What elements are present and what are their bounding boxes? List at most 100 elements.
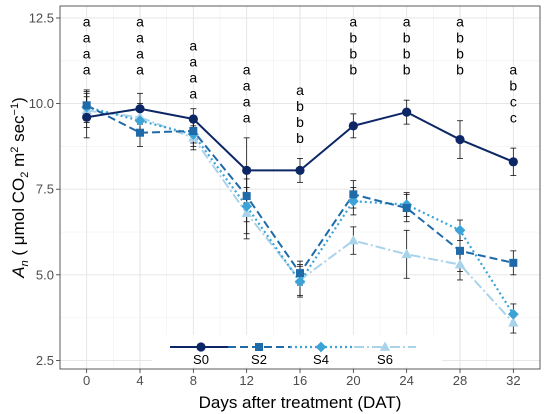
x-tick-label: 4 xyxy=(136,373,143,388)
significance-letter: a xyxy=(83,30,91,46)
data-point xyxy=(348,235,359,245)
significance-letter: b xyxy=(296,98,304,114)
data-point xyxy=(189,126,198,135)
y-label-unit: sec xyxy=(9,115,28,147)
y-label-superscript: −1 xyxy=(9,103,21,116)
data-point xyxy=(82,112,92,122)
data-point xyxy=(507,308,519,320)
y-label-subscript: n xyxy=(19,260,31,266)
significance-letter: a xyxy=(456,14,464,30)
significance-letter: a xyxy=(189,86,197,102)
y-tick-label: 10.0 xyxy=(29,96,54,111)
significance-letter: b xyxy=(349,62,357,78)
data-point xyxy=(402,204,411,213)
data-point xyxy=(508,157,518,167)
legend-label: S4 xyxy=(313,352,329,367)
data-point xyxy=(402,107,412,117)
y-axis-ticks: 2.5 5.0 7.5 10.0 12.5 xyxy=(29,10,60,368)
significance-letter: a xyxy=(243,93,251,109)
x-axis-label: Days after treatment (DAT) xyxy=(199,393,402,412)
significance-letter: a xyxy=(403,14,411,30)
significance-letter: a xyxy=(243,61,251,77)
x-tick-label: 8 xyxy=(190,373,197,388)
x-tick-label: 0 xyxy=(83,373,90,388)
significance-letter: b xyxy=(456,46,464,62)
y-label-unit: m xyxy=(9,153,28,172)
data-point xyxy=(454,224,466,236)
significance-letter: b xyxy=(296,114,304,130)
legend: S0 S2 S4 S6 xyxy=(152,335,442,367)
legend-marker xyxy=(315,341,327,353)
y-label-subscript: 2 xyxy=(19,172,31,178)
y-tick-label: 5.0 xyxy=(36,267,54,282)
x-tick-label: 16 xyxy=(293,373,307,388)
significance-letter: b xyxy=(456,30,464,46)
significance-letter: a xyxy=(189,70,197,86)
data-point xyxy=(82,101,91,110)
significance-letter: a xyxy=(83,46,91,62)
legend-label: S0 xyxy=(193,352,209,367)
significance-letter: b xyxy=(403,30,411,46)
gridlines xyxy=(60,6,540,369)
significance-letter: a xyxy=(136,30,144,46)
data-point xyxy=(241,200,253,212)
y-tick-label: 7.5 xyxy=(36,182,54,197)
y-label-superscript: 2 xyxy=(9,147,21,153)
data-point xyxy=(347,195,359,207)
data-point xyxy=(508,317,519,327)
significance-letter: a xyxy=(189,54,197,70)
legend-label: S6 xyxy=(377,352,393,367)
y-tick-label: 2.5 xyxy=(36,353,54,368)
data-point xyxy=(456,246,464,255)
significance-letter: a xyxy=(349,14,357,30)
significance-letter: b xyxy=(403,62,411,78)
data-point xyxy=(242,192,251,201)
data-point xyxy=(294,276,306,288)
y-tick-label: 12.5 xyxy=(29,10,54,25)
x-tick-label: 32 xyxy=(506,373,520,388)
data-point xyxy=(241,207,252,217)
data-point xyxy=(136,128,144,137)
x-tick-label: 28 xyxy=(453,373,467,388)
data-point xyxy=(509,258,518,267)
x-axis-ticks: 0 4 8 12 16 20 24 28 32 xyxy=(83,369,521,388)
markers-s0 xyxy=(82,104,518,175)
y-label-unit: ( μmol CO xyxy=(9,178,28,261)
significance-letter: b xyxy=(403,46,411,62)
data-point xyxy=(348,121,358,131)
x-tick-label: 12 xyxy=(239,373,253,388)
legend-item-s4: S4 xyxy=(290,341,352,367)
data-point xyxy=(454,259,466,269)
significance-letter: b xyxy=(349,46,357,62)
significance-letter: a xyxy=(509,61,517,77)
y-label-symbol: A xyxy=(9,266,28,278)
significance-letter: c xyxy=(510,93,517,109)
significance-letter: b xyxy=(456,62,464,78)
significance-letter: b xyxy=(509,77,517,93)
data-point xyxy=(455,134,465,145)
legend-marker xyxy=(379,341,391,351)
data-point xyxy=(401,248,412,259)
y-axis-label: An ( μmol CO2 m2 sec−1) xyxy=(9,97,31,279)
legend-item-s2: S2 xyxy=(228,343,290,367)
significance-letter: a xyxy=(136,62,144,78)
data-point xyxy=(295,165,305,175)
data-point xyxy=(188,114,198,124)
legend-marker xyxy=(255,343,263,351)
data-point xyxy=(242,165,252,175)
legend-item-s0: S0 xyxy=(170,342,232,367)
y-label-unit: ) xyxy=(9,97,28,103)
legend-item-s6: S6 xyxy=(354,341,416,367)
data-point xyxy=(134,115,146,127)
legend-marker xyxy=(196,342,206,352)
significance-letter: a xyxy=(136,14,144,30)
significance-letter: b xyxy=(349,30,357,46)
data-point xyxy=(296,269,304,278)
series-layer xyxy=(81,89,519,334)
x-tick-label: 20 xyxy=(346,373,360,388)
legend-label: S2 xyxy=(251,352,267,367)
data-point xyxy=(349,190,358,199)
x-tick-label: 24 xyxy=(399,373,413,388)
